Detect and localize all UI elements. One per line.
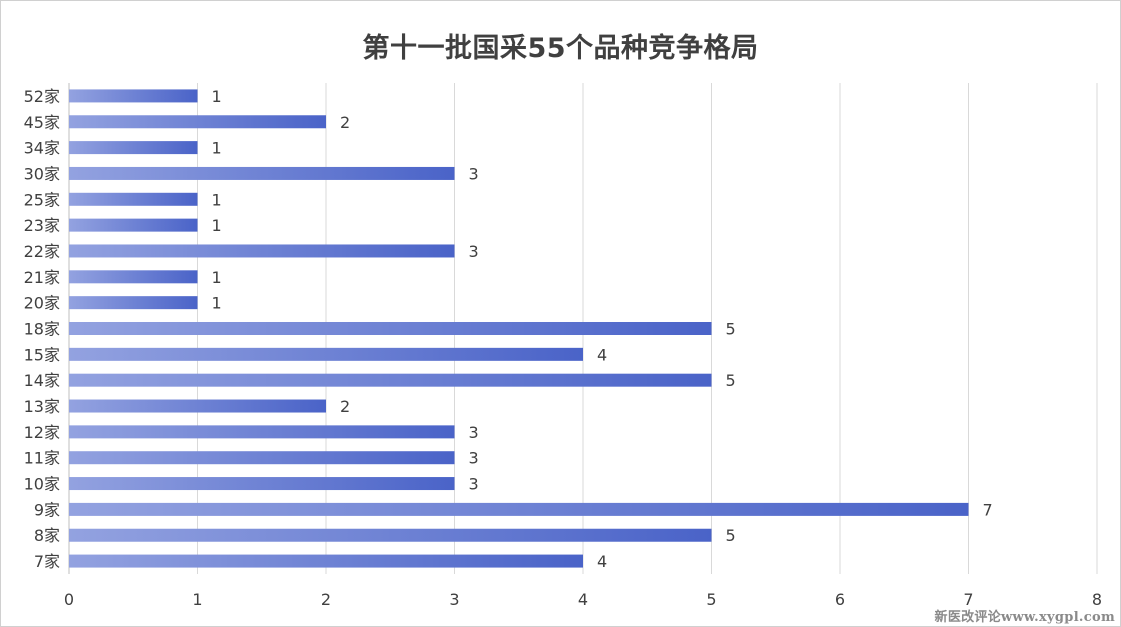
data-label: 3: [469, 164, 479, 183]
data-label: 1: [212, 87, 222, 106]
bar: [69, 218, 198, 232]
bar: [69, 451, 455, 465]
y-tick-label: 30家: [24, 164, 60, 183]
bar: [69, 373, 712, 387]
y-tick-label: 7家: [34, 552, 60, 571]
data-label: 2: [340, 397, 350, 416]
chart-title: 第十一批国采55个品种竞争格局: [362, 33, 759, 64]
watermark: 新医改评论www.xygpl.com: [934, 610, 1115, 625]
y-tick-label: 14家: [24, 371, 60, 390]
y-tick-label: 21家: [24, 268, 60, 287]
y-tick-label: 20家: [24, 294, 60, 313]
bar: [69, 270, 198, 284]
data-label: 3: [469, 449, 479, 468]
data-label: 5: [726, 526, 736, 545]
bar: [69, 477, 455, 491]
data-label: 3: [469, 242, 479, 261]
x-tick-label: 3: [449, 590, 459, 609]
y-tick-label: 25家: [24, 190, 60, 209]
bar: [69, 166, 455, 180]
bars: [69, 89, 969, 568]
data-label: 4: [597, 552, 607, 571]
data-label: 2: [340, 113, 350, 132]
data-label: 7: [983, 500, 993, 519]
data-label: 3: [469, 475, 479, 494]
y-tick-label: 22家: [24, 242, 60, 261]
y-tick-label: 15家: [24, 345, 60, 364]
x-tick-label: 1: [192, 590, 202, 609]
data-label: 1: [212, 216, 222, 235]
x-tick-label: 7: [963, 590, 973, 609]
labels: 0 1 2 3 4 5 6 7 8 52家 1 45家 2 34家 1 30家 3 25家 1 23家 1 22家 3 21家…: [24, 87, 1102, 609]
x-tick-label: 8: [1092, 590, 1102, 609]
y-tick-label: 52家: [24, 87, 60, 106]
x-tick-label: 4: [578, 590, 588, 609]
x-tick-label: 5: [706, 590, 716, 609]
data-label: 5: [726, 320, 736, 339]
bar: [69, 141, 198, 155]
bar: [69, 528, 712, 542]
y-tick-label: 13家: [24, 397, 60, 416]
bar: [69, 322, 712, 335]
data-label: 5: [726, 371, 736, 390]
bar: [69, 115, 326, 129]
bar: [69, 399, 326, 413]
data-label: 1: [212, 268, 222, 287]
bar: [69, 554, 583, 568]
y-tick-label: 9家: [34, 500, 60, 519]
x-tick-label: 6: [835, 590, 845, 609]
y-tick-label: 12家: [24, 423, 60, 442]
y-tick-label: 10家: [24, 475, 60, 494]
x-tick-label: 2: [321, 590, 331, 609]
bar: [69, 192, 198, 206]
data-label: 1: [212, 139, 222, 158]
bar: [69, 244, 455, 258]
bar: [69, 502, 969, 516]
y-tick-label: 8家: [34, 526, 60, 545]
bar: [69, 89, 198, 103]
y-tick-label: 23家: [24, 216, 60, 235]
data-label: 3: [469, 423, 479, 442]
bar: [69, 425, 455, 439]
y-tick-label: 45家: [24, 113, 60, 132]
bar: [69, 347, 583, 361]
bar: [69, 296, 198, 310]
data-label: 1: [212, 294, 222, 313]
x-tick-label: 0: [64, 590, 74, 609]
data-label: 1: [212, 190, 222, 209]
data-label: 4: [597, 345, 607, 364]
y-tick-label: 34家: [24, 139, 60, 158]
y-tick-label: 18家: [24, 320, 60, 339]
y-tick-label: 11家: [24, 449, 60, 468]
